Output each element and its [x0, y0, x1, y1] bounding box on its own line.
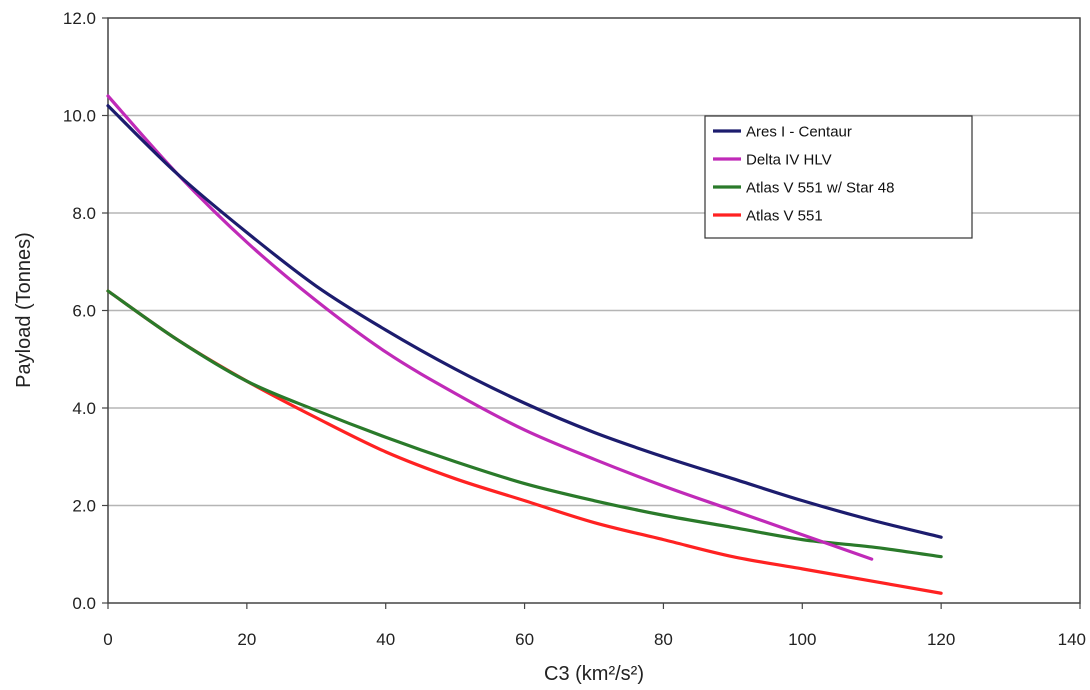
x-axis-title: C3 (km²/s²): [544, 663, 644, 685]
legend-label-0: Ares I - Centaur: [746, 124, 852, 141]
series-line-1: [106, 94, 874, 561]
y-axis-title: Payload (Tonnes): [13, 232, 35, 388]
legend-box: [704, 115, 973, 239]
y-tick-label-1: 2.0: [72, 497, 96, 516]
y-tick-label-6: 12.0: [63, 9, 96, 28]
legend-label-3: Atlas V 551: [746, 208, 823, 225]
x-tick-label-6: 120: [927, 630, 955, 649]
series-line-2: [106, 289, 943, 559]
x-tick-label-1: 20: [237, 630, 256, 649]
x-tick-label-2: 40: [376, 630, 395, 649]
y-tick-label-5: 10.0: [63, 107, 96, 126]
series-line-0: [106, 104, 943, 539]
y-tick-label-4: 8.0: [72, 204, 96, 223]
y-tick-label-0: 0.0: [72, 594, 96, 613]
y-axis-ticks: 0.0 2.0 4.0 6.0 8.0 10.0 12.0: [63, 9, 108, 613]
x-axis-ticks: 0 20 40 60 80 100 120 140: [103, 603, 1086, 649]
legend-label-1: Delta IV HLV: [746, 152, 832, 169]
x-tick-label-3: 60: [515, 630, 534, 649]
x-tick-label-0: 0: [103, 630, 112, 649]
legend: Ares I - Centaur Delta IV HLV Atlas V 551 …: [704, 115, 973, 239]
x-tick-label-7: 140: [1058, 630, 1086, 649]
series-line-3: [106, 289, 943, 595]
x-tick-label-5: 100: [788, 630, 816, 649]
legend-label-2: Atlas V 551 w/ Star 48: [746, 180, 894, 197]
y-tick-label-3: 6.0: [72, 302, 96, 321]
series-lines: [106, 94, 943, 595]
y-tick-label-2: 4.0: [72, 399, 96, 418]
x-tick-label-4: 80: [654, 630, 673, 649]
